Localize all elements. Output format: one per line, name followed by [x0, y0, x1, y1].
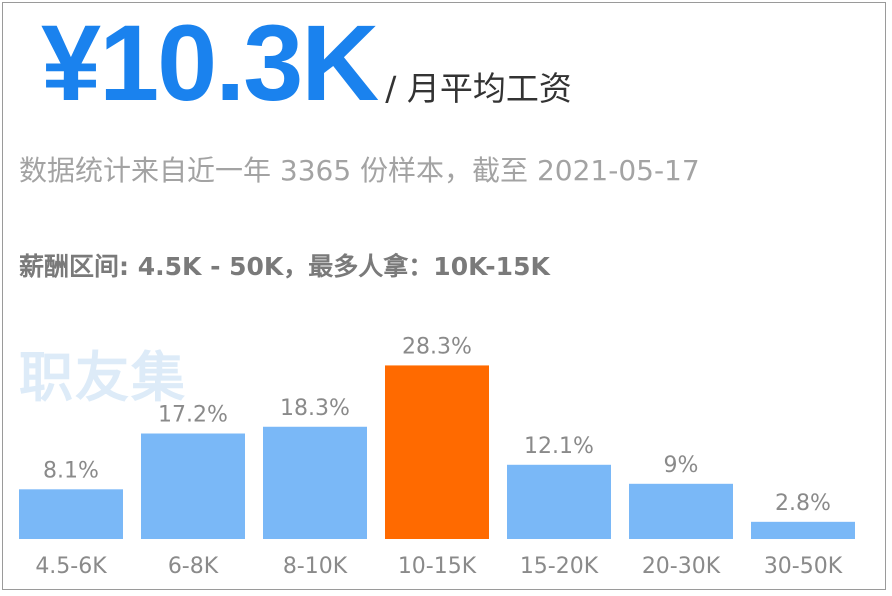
x-tick-label: 20-30K [642, 554, 721, 579]
salary-range-summary: 薪酬区间: 4.5K - 50K，最多人拿：10K-15K [19, 252, 550, 281]
bar-value-label: 9% [664, 453, 699, 478]
salary-distribution-chart: 8.1% 4.5-6K 17.2% 6-8K 18.3% 8-10K 28.3% 10-15K… [19, 334, 855, 579]
bar-30-50K [751, 521, 855, 539]
bar-6-8K [141, 433, 245, 539]
bar-20-30K [629, 483, 733, 539]
bar-value-label: 2.8% [775, 491, 831, 516]
bar-10-15K [385, 365, 489, 539]
bar-4.5-6K [19, 489, 123, 539]
salary-unit-label: / 月平均工资 [385, 69, 572, 108]
x-tick-label: 8-10K [283, 554, 348, 579]
watermark-logo: 职友集 [19, 346, 187, 409]
bar-15-20K [507, 464, 611, 539]
x-tick-label: 6-8K [168, 554, 219, 579]
bar-value-label: 17.2% [158, 403, 228, 428]
x-tick-label: 10-15K [398, 554, 477, 579]
bar-8-10K [263, 426, 367, 539]
bar-value-label: 12.1% [524, 434, 594, 459]
sample-summary: 数据统计来自近一年 3365 份样本，截至 2021-05-17 [19, 154, 700, 187]
x-tick-label: 30-50K [764, 554, 843, 579]
x-tick-label: 15-20K [520, 554, 599, 579]
headline: ¥10.3K / 月平均工资 [41, 7, 572, 119]
bar-value-label: 8.1% [43, 458, 99, 483]
x-tick-label: 4.5-6K [35, 554, 107, 579]
bar-value-label: 18.3% [280, 396, 350, 421]
bar-value-label: 28.3% [402, 334, 472, 359]
average-salary-amount: ¥10.3K [41, 2, 379, 123]
salary-card: ¥10.3K / 月平均工资 数据统计来自近一年 3365 份样本，截至 202… [2, 2, 886, 590]
